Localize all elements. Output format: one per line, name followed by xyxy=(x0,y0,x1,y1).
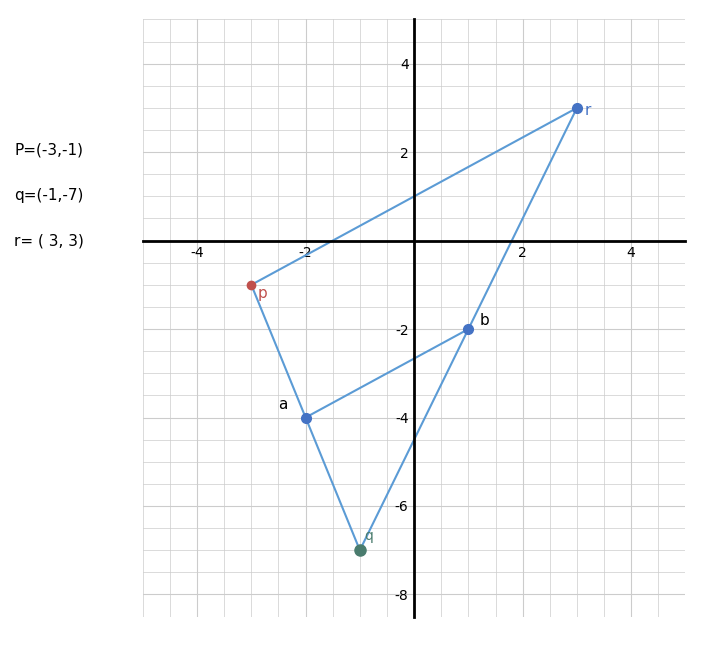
Text: r: r xyxy=(585,103,591,117)
Text: r= ( 3, 3): r= ( 3, 3) xyxy=(14,234,84,249)
Text: b: b xyxy=(479,313,489,328)
Text: q=(-1,-7): q=(-1,-7) xyxy=(14,188,84,203)
Text: a: a xyxy=(278,397,288,411)
Text: q: q xyxy=(364,530,373,543)
Text: p: p xyxy=(258,286,268,301)
Text: P=(-3,-1): P=(-3,-1) xyxy=(14,143,84,158)
